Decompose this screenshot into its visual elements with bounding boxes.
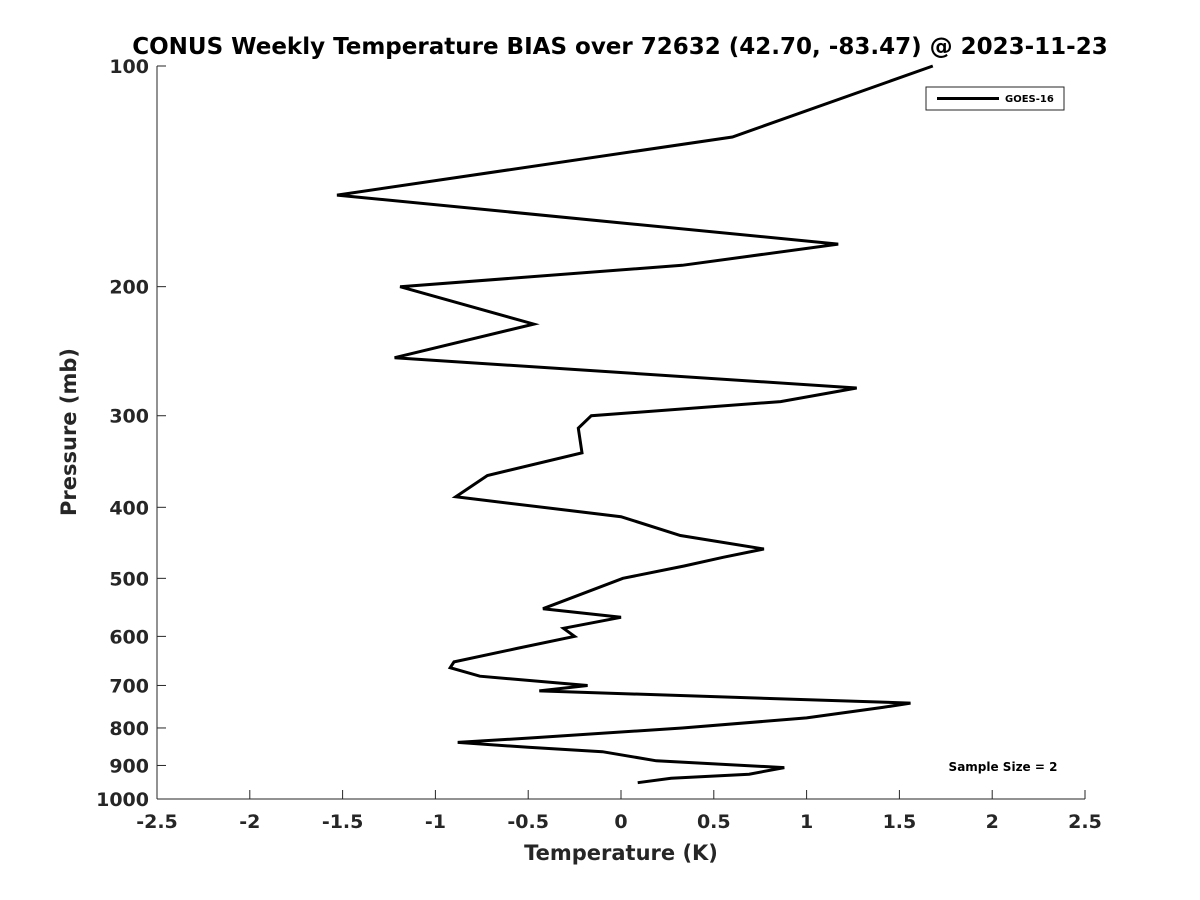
- legend-entry-goes-16: GOES-16: [1005, 94, 1054, 105]
- plot-area: [157, 66, 1085, 799]
- x-tick-label: 1: [800, 811, 813, 833]
- y-tick-label: 900: [109, 755, 149, 777]
- x-ticks: -2.5 -2 -1.5 -1 -0.5 0 0.5 1 1.5 2 2.5: [136, 790, 1102, 833]
- series-line-goes-16: [336, 64, 934, 785]
- series-layer: [336, 64, 934, 785]
- x-tick-label: 2: [986, 811, 999, 833]
- y-tick-label: 400: [109, 497, 149, 519]
- x-tick-label: 2.5: [1068, 811, 1102, 833]
- chart-title: CONUS Weekly Temperature BIAS over 72632…: [132, 34, 1107, 60]
- y-tick-label: 200: [109, 277, 149, 299]
- x-tick-label: -2: [239, 811, 260, 833]
- legend: GOES-16: [925, 86, 1065, 111]
- sample-size-annotation: Sample Size = 2: [949, 760, 1058, 774]
- x-tick-label: -0.5: [507, 811, 549, 833]
- y-tick-label: 1000: [96, 789, 149, 811]
- y-tick-label: 700: [109, 675, 149, 697]
- y-tick-label: 800: [109, 718, 149, 740]
- y-tick-label: 300: [109, 406, 149, 428]
- y-tick-label: 600: [109, 626, 149, 648]
- y-ticks: 100 200 300 400 500 600 700 800 900 1000: [96, 56, 166, 811]
- y-axis-label: Pressure (mb): [57, 348, 81, 516]
- x-tick-label: -2.5: [136, 811, 178, 833]
- x-axis-label: Temperature (K): [524, 841, 718, 865]
- x-tick-label: -1: [425, 811, 446, 833]
- x-tick-label: -1.5: [322, 811, 364, 833]
- x-tick-label: 1.5: [883, 811, 917, 833]
- x-tick-label: 0.5: [697, 811, 731, 833]
- y-tick-label: 500: [109, 568, 149, 590]
- x-tick-label: 0: [614, 811, 627, 833]
- y-tick-label: 100: [109, 56, 149, 78]
